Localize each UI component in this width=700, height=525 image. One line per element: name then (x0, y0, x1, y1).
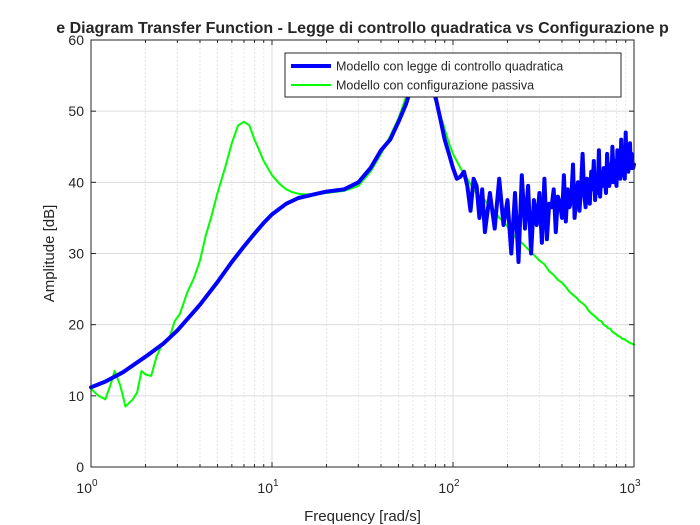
series-line-2 (90, 53, 635, 408)
y-tick-label: 40 (68, 174, 84, 190)
y-tick-label: 30 (68, 246, 84, 262)
y-axis-label: Amplitude [dB] (41, 205, 58, 303)
legend-entry-2: Modello con configurazione passiva (336, 79, 534, 93)
y-tick-label: 0 (76, 459, 84, 475)
x-axis-label: Frequency [rad/s] (304, 508, 421, 525)
x-tick-exponent: 2 (454, 478, 460, 489)
legend-box (284, 52, 622, 98)
series-layer (89, 53, 636, 408)
x-tick-exponent: 0 (92, 478, 98, 489)
y-tick-label: 50 (68, 103, 84, 119)
legend-entry-1: Modello con legge di controllo quadratic… (336, 60, 563, 74)
legend: Modello con legge di controllo quadratic… (284, 52, 622, 98)
series-line-1 (89, 59, 636, 390)
y-tick-label: 60 (68, 32, 84, 48)
y-tick-label: 20 (68, 317, 84, 333)
chart-title: e Diagram Transfer Function - Legge di c… (56, 20, 669, 37)
y-tick-label: 10 (68, 388, 84, 404)
x-tick-exponent: 3 (635, 478, 641, 489)
x-tick-exponent: 1 (273, 478, 279, 489)
